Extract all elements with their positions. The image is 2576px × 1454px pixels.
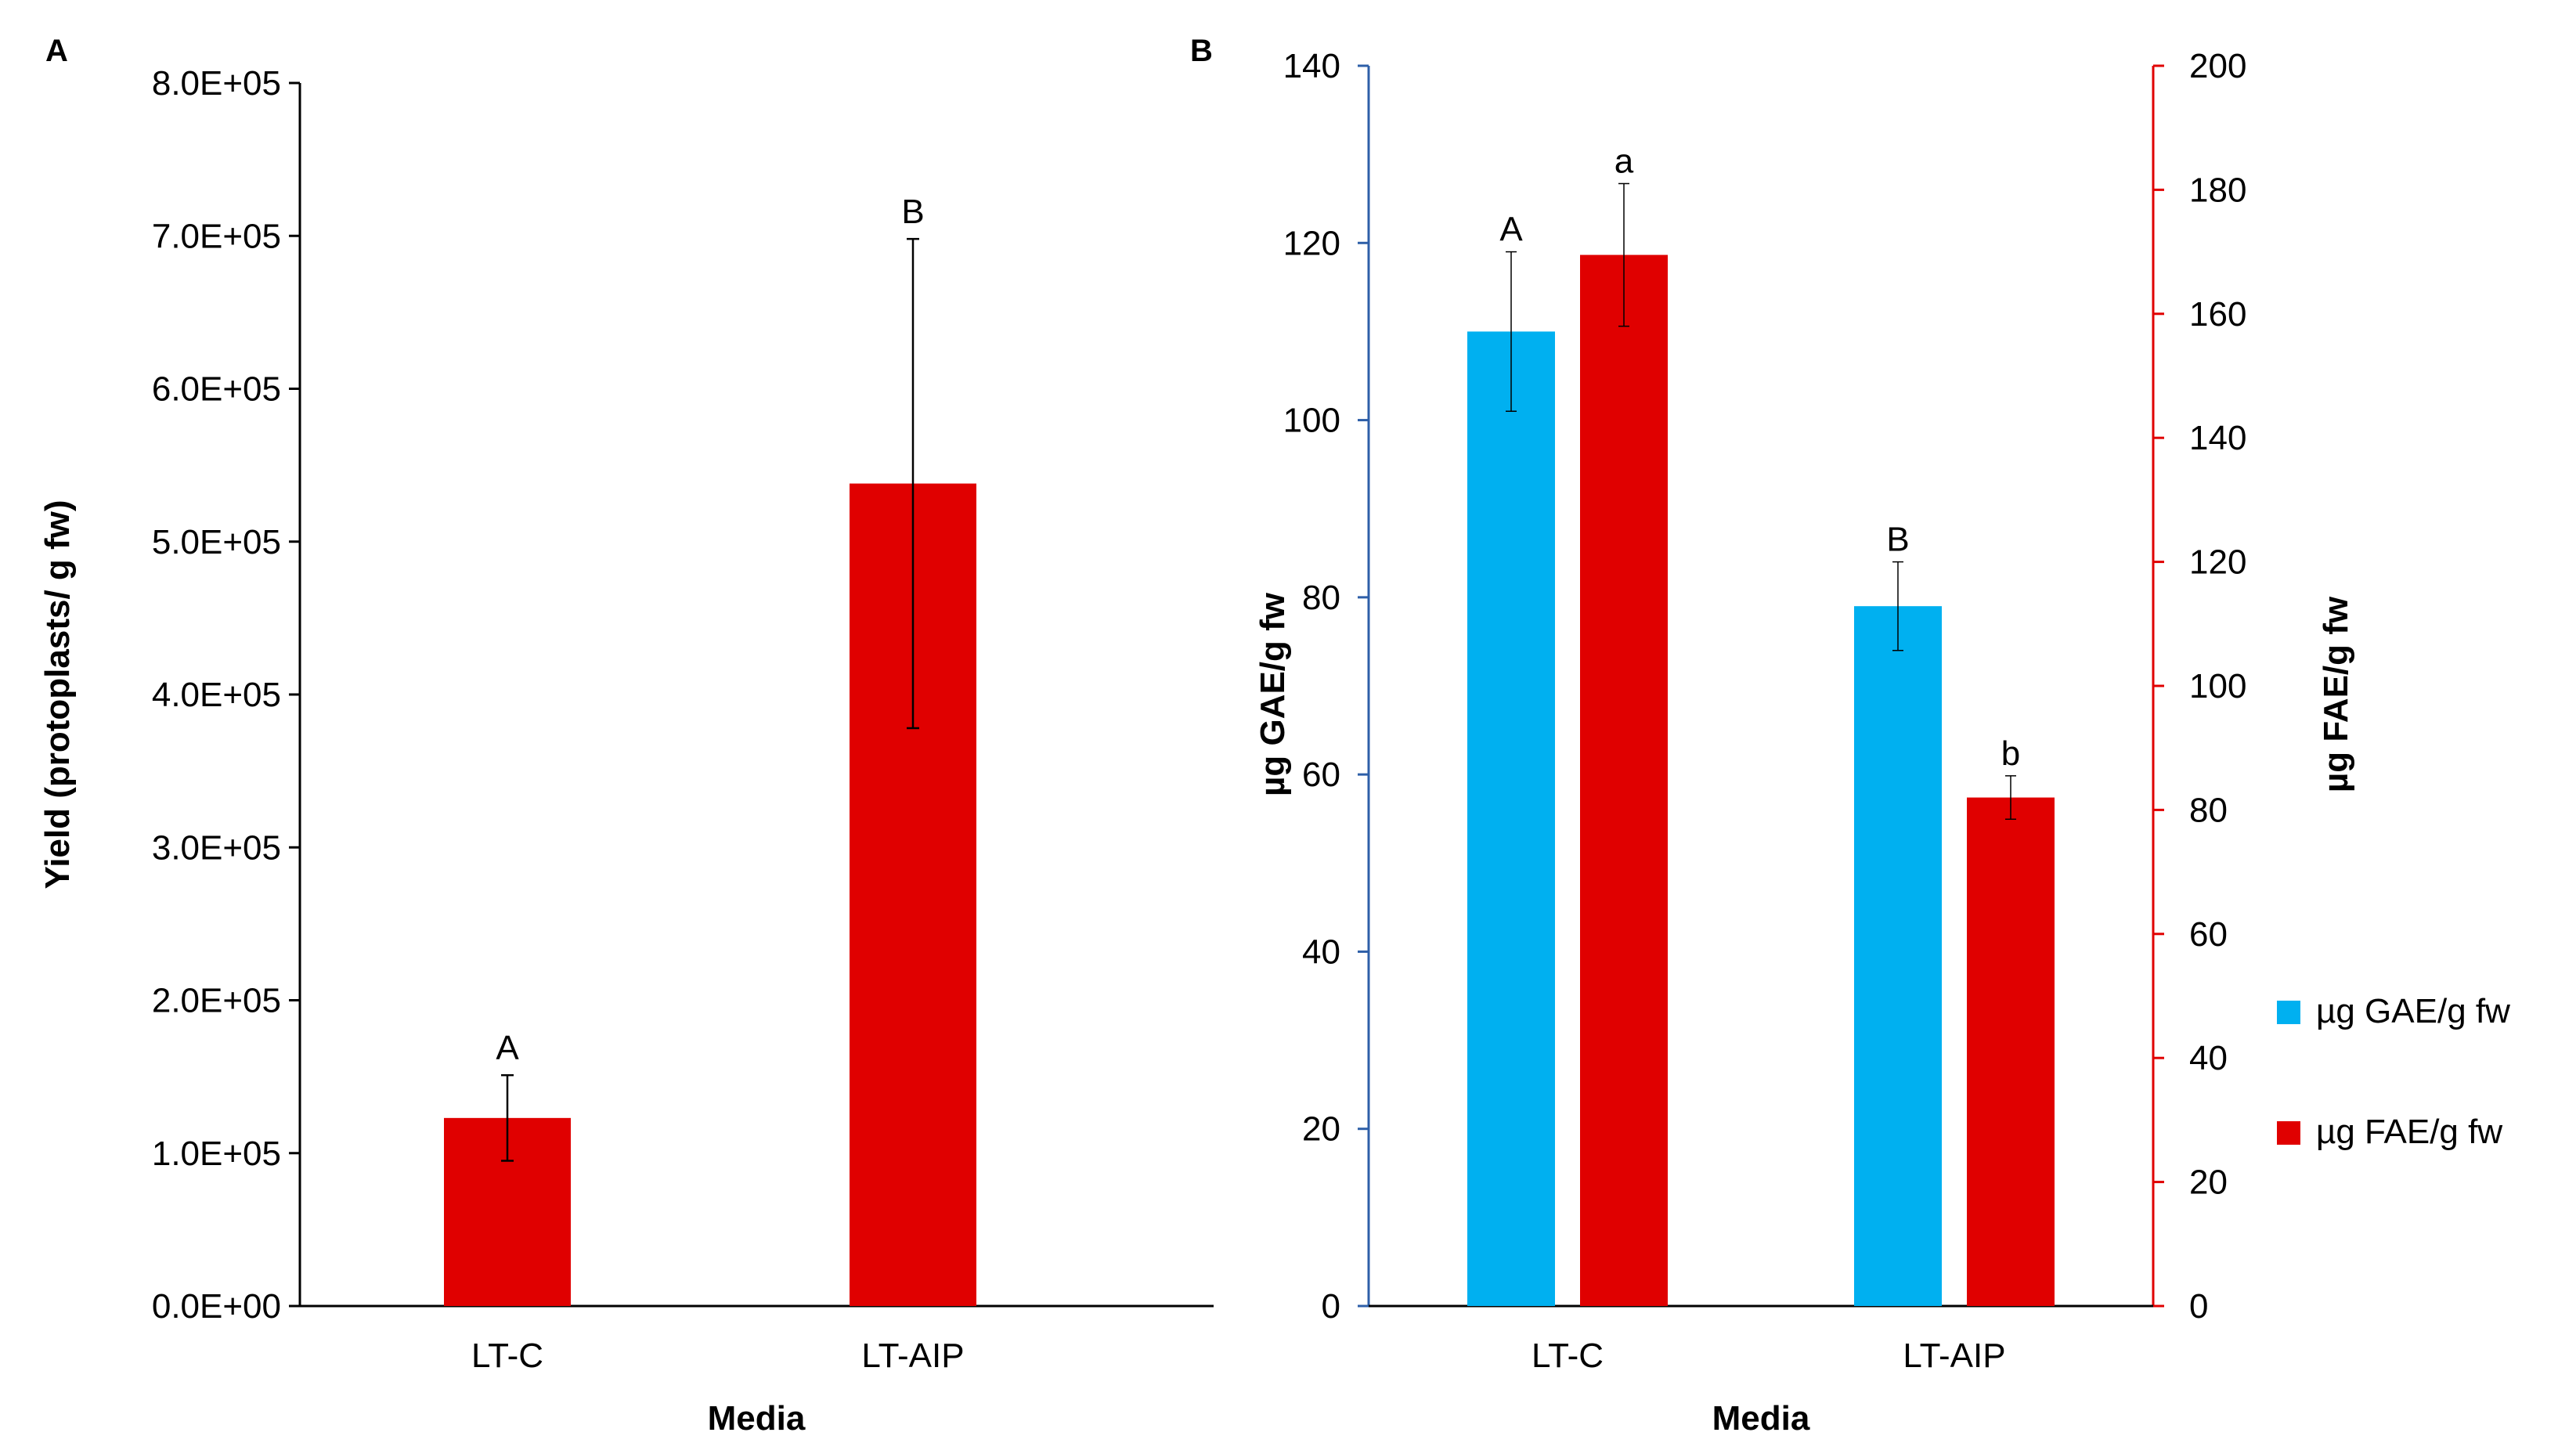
panel-b-left-y-tick-label: 80 bbox=[1302, 579, 1340, 617]
panel-b-significance-label: A bbox=[1499, 211, 1523, 249]
panel-a-label: A bbox=[45, 34, 68, 68]
panel-b-significance-label: a bbox=[1615, 142, 1634, 180]
panel-a-y-tick-label: 5.0E+05 bbox=[152, 523, 281, 561]
panel-a-y-tick-label: 0.0E+00 bbox=[152, 1287, 281, 1326]
panel-a-significance-label: A bbox=[496, 1029, 519, 1067]
panel-b-left-y-axis-title: µg GAE/g fw bbox=[1254, 592, 1292, 796]
panel-b-chart: B 0 20 40 60 80 100 120 140 0 20 40 60 80 100 120 140 1… bbox=[1190, 34, 2510, 1438]
panel-b-x-tick-label: LT-C bbox=[1532, 1337, 1604, 1375]
panel-a-y-tick-label: 2.0E+05 bbox=[152, 982, 281, 1020]
panel-b-right-y-tick-label: 40 bbox=[2189, 1039, 2228, 1077]
panel-a-x-tick-label: LT-C bbox=[471, 1337, 543, 1375]
panel-b-right-y-axis-title: µg FAE/g fw bbox=[2317, 596, 2355, 792]
panel-b-left-y-tick-label: 120 bbox=[1283, 224, 1340, 262]
panel-b-left-y-tick-label: 0 bbox=[1322, 1287, 1340, 1326]
panel-b-x-axis-title: Media bbox=[1712, 1399, 1810, 1438]
panel-b-right-y-tick-label: 160 bbox=[2189, 295, 2246, 334]
panel-b-right-y-tick-label: 100 bbox=[2189, 667, 2246, 705]
panel-b-bar-gae bbox=[1467, 331, 1555, 1306]
panel-a-bars: AB bbox=[444, 193, 976, 1307]
legend-swatch-fae bbox=[2277, 1121, 2300, 1145]
panel-b-left-y-ticks: 0 20 40 60 80 100 120 140 bbox=[1283, 47, 1369, 1326]
panel-b-right-y-tick-label: 0 bbox=[2189, 1287, 2208, 1326]
panel-a-y-tick-label: 8.0E+05 bbox=[152, 64, 281, 103]
panel-b-bar-fae bbox=[1967, 797, 2055, 1306]
panel-b-right-y-tick-label: 120 bbox=[2189, 543, 2246, 582]
panel-b-left-y-tick-label: 100 bbox=[1283, 402, 1340, 440]
panel-b-right-y-tick-label: 140 bbox=[2189, 419, 2246, 457]
panel-b-left-y-tick-label: 140 bbox=[1283, 47, 1340, 85]
panel-b-legend: µg GAE/g fw µg FAE/g fw bbox=[2277, 992, 2510, 1151]
panel-b-bars: Aa Bb bbox=[1467, 142, 2055, 1306]
panel-b-bar-gae bbox=[1854, 606, 1942, 1306]
panel-b-left-y-tick-label: 20 bbox=[1302, 1110, 1340, 1149]
panel-a-x-axis-title: Media bbox=[708, 1399, 806, 1438]
panel-a-y-tick-label: 6.0E+05 bbox=[152, 370, 281, 409]
panel-a-y-axis-title: Yield (protoplasts/ g fw) bbox=[38, 500, 77, 889]
legend-label-gae: µg GAE/g fw bbox=[2316, 992, 2510, 1030]
panel-a-x-ticks: LT-C LT-AIP bbox=[471, 1337, 965, 1375]
panel-a-y-tick-label: 4.0E+05 bbox=[152, 676, 281, 714]
legend-swatch-gae bbox=[2277, 1001, 2300, 1024]
panel-a-y-tick-label: 1.0E+05 bbox=[152, 1135, 281, 1173]
panel-a-y-tick-label: 7.0E+05 bbox=[152, 217, 281, 255]
panel-b-label: B bbox=[1190, 34, 1213, 68]
panel-a-x-tick-label: LT-AIP bbox=[861, 1337, 964, 1375]
legend-label-fae: µg FAE/g fw bbox=[2316, 1113, 2502, 1151]
panel-b-left-y-tick-label: 60 bbox=[1302, 756, 1340, 794]
panel-b-significance-label: b bbox=[2001, 734, 2020, 773]
panel-a-chart: A 0.0E+00 1.0E+05 2.0E+05 3.0E+05 4.0E+05 5.0… bbox=[38, 34, 1214, 1438]
panel-a-y-tick-label: 3.0E+05 bbox=[152, 828, 281, 867]
panel-b-right-y-tick-label: 80 bbox=[2189, 791, 2228, 829]
panel-a-y-ticks: 0.0E+00 1.0E+05 2.0E+05 3.0E+05 4.0E+05 5.0E+… bbox=[152, 64, 300, 1326]
panel-b-x-ticks: LT-C LT-AIP bbox=[1532, 1337, 2006, 1375]
panel-b-left-y-tick-label: 40 bbox=[1302, 933, 1340, 971]
panel-b-significance-label: B bbox=[1886, 521, 1909, 559]
panel-b-right-y-ticks: 0 20 40 60 80 100 120 140 160 180 200 bbox=[2153, 47, 2246, 1326]
panel-b-right-y-tick-label: 20 bbox=[2189, 1164, 2228, 1202]
panel-a-significance-label: B bbox=[901, 193, 924, 231]
panel-b-right-y-tick-label: 60 bbox=[2189, 915, 2228, 954]
panel-b-right-y-tick-label: 180 bbox=[2189, 171, 2246, 209]
panel-b-right-y-tick-label: 200 bbox=[2189, 47, 2246, 85]
panel-b-x-tick-label: LT-AIP bbox=[1903, 1337, 2005, 1375]
panel-b-bar-fae bbox=[1580, 254, 1668, 1306]
